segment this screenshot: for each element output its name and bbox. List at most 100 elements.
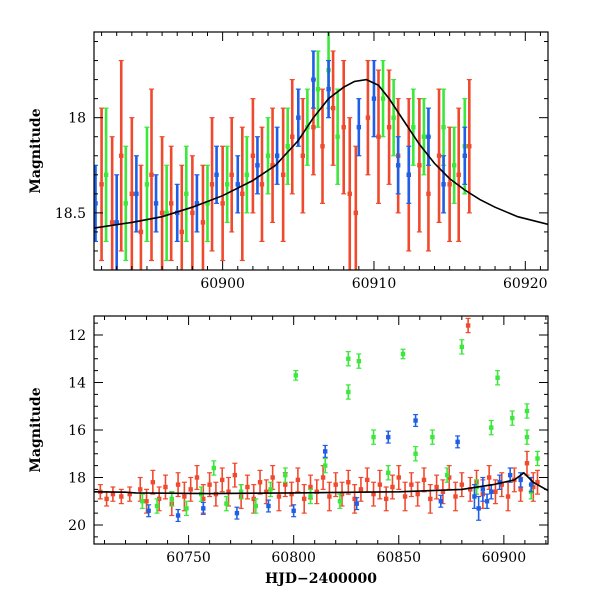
data-point — [499, 472, 505, 498]
marker — [240, 191, 245, 197]
data-point — [154, 498, 160, 514]
marker — [505, 494, 511, 499]
marker — [353, 210, 359, 216]
marker — [365, 477, 370, 483]
marker — [346, 356, 351, 361]
marker — [510, 415, 515, 421]
data-point — [505, 481, 511, 512]
marker — [238, 489, 244, 494]
marker — [476, 506, 481, 511]
data-point — [386, 69, 392, 185]
data-point — [507, 467, 513, 483]
data-point — [205, 164, 210, 243]
data-point — [144, 126, 150, 243]
marker — [265, 153, 271, 158]
data-point — [383, 486, 389, 512]
marker — [341, 125, 346, 130]
marker — [169, 496, 174, 502]
marker — [455, 439, 460, 445]
data-point — [291, 504, 297, 518]
data-point — [289, 78, 295, 195]
marker — [395, 163, 401, 168]
marker — [94, 201, 98, 206]
data-point — [330, 50, 336, 166]
marker — [320, 475, 326, 480]
marker — [138, 487, 143, 492]
marker — [441, 182, 446, 187]
data-point — [429, 429, 435, 445]
marker — [274, 153, 280, 158]
marker — [226, 489, 231, 494]
marker — [205, 201, 210, 206]
marker — [371, 96, 377, 101]
data-point — [149, 88, 155, 262]
marker — [163, 484, 168, 490]
data-point — [376, 69, 382, 204]
marker — [109, 220, 115, 225]
data-point — [345, 351, 351, 367]
marker — [103, 172, 109, 177]
marker — [214, 172, 219, 177]
data-point — [282, 467, 288, 483]
marker — [134, 191, 139, 197]
marker — [535, 480, 540, 485]
data-point — [232, 462, 238, 488]
data-point — [301, 484, 307, 514]
data-point — [509, 410, 515, 426]
marker — [396, 475, 401, 480]
marker — [409, 482, 414, 487]
marker — [194, 475, 200, 480]
marker — [285, 144, 290, 149]
data-point — [497, 474, 503, 490]
data-point — [356, 98, 362, 157]
marker — [154, 503, 160, 509]
data-point — [194, 465, 200, 490]
data-point — [462, 126, 468, 185]
marker — [493, 489, 498, 494]
data-point — [408, 472, 414, 498]
top-model-curve — [94, 78, 548, 229]
marker — [447, 475, 452, 480]
y-tick-label: 18 — [68, 111, 86, 127]
marker — [175, 513, 181, 518]
marker — [390, 484, 395, 490]
marker — [356, 125, 362, 130]
marker — [224, 182, 230, 187]
x-tick-label: 60900 — [482, 550, 527, 566]
bottom-y-axis-title: Magnitude — [28, 387, 44, 472]
data-point — [188, 476, 194, 502]
data-point — [123, 145, 129, 262]
marker — [524, 461, 530, 466]
data-point — [476, 495, 482, 521]
top-axes-frame — [93, 31, 549, 271]
data-point — [259, 126, 265, 243]
marker — [484, 499, 490, 504]
data-point — [265, 117, 271, 195]
data-point — [234, 506, 240, 520]
data-point — [466, 78, 472, 214]
marker — [188, 487, 193, 492]
marker — [209, 182, 215, 187]
marker — [386, 434, 391, 440]
marker — [283, 482, 288, 487]
data-point — [358, 476, 364, 502]
data-point — [280, 107, 286, 243]
data-point — [441, 88, 447, 166]
marker — [352, 496, 357, 502]
marker — [257, 480, 263, 485]
marker — [356, 358, 362, 364]
data-point — [371, 429, 377, 445]
data-point — [353, 145, 359, 270]
bottom-x-axis-title: HJD−2400000 — [265, 571, 377, 587]
marker — [323, 463, 328, 468]
marker — [376, 134, 381, 139]
data-point — [438, 494, 444, 508]
marker — [184, 191, 189, 197]
marker — [462, 153, 467, 158]
data-point — [484, 493, 490, 509]
marker — [268, 487, 273, 492]
data-point — [114, 174, 120, 270]
data-point — [365, 59, 371, 176]
marker — [456, 172, 461, 177]
data-point — [159, 136, 165, 270]
